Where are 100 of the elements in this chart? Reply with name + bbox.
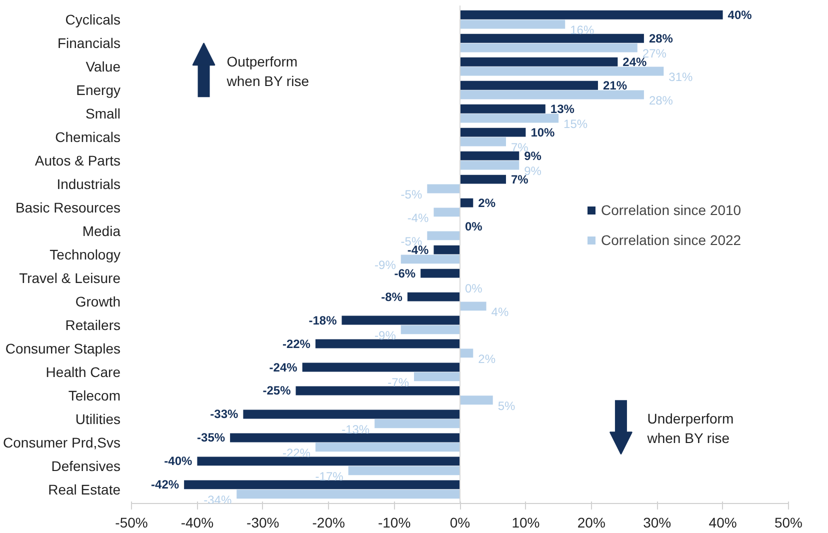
data-label: 0% <box>465 219 483 234</box>
y-tick-label: Chemicals <box>55 129 121 146</box>
bar <box>342 316 460 325</box>
y-tick-label: Industrials <box>56 176 121 192</box>
data-label: 13% <box>550 102 575 116</box>
y-tick-label: Energy <box>76 82 120 98</box>
data-label: -24% <box>269 360 298 374</box>
bar <box>348 466 460 476</box>
data-label: -33% <box>210 407 239 422</box>
data-label: -9% <box>374 328 396 343</box>
bar <box>230 433 460 442</box>
x-tick-label: -10% <box>378 514 411 530</box>
bar <box>460 396 493 405</box>
bar <box>460 348 474 358</box>
data-label: 16% <box>570 23 594 38</box>
data-label: 4% <box>491 305 509 320</box>
bar <box>460 43 638 52</box>
data-label: -8% <box>381 290 403 304</box>
bar <box>460 90 644 100</box>
y-tick-label: Growth <box>75 293 120 310</box>
x-tick-label: -50% <box>115 514 148 530</box>
y-tick-label: Health Care <box>46 364 121 380</box>
x-tick-label: 50% <box>774 514 803 530</box>
y-tick-label: Real Estate <box>48 481 121 498</box>
bar <box>434 208 460 217</box>
x-tick-label: -20% <box>312 514 345 530</box>
data-label: -18% <box>308 313 338 328</box>
data-label: 31% <box>668 70 694 84</box>
bar <box>460 114 559 123</box>
data-label: -17% <box>315 469 344 484</box>
x-tick-label: 40% <box>708 514 737 530</box>
data-label: -22% <box>282 336 311 351</box>
y-tick-label: Telecom <box>68 387 121 404</box>
bar <box>460 57 618 66</box>
bar <box>197 456 460 466</box>
bar <box>427 231 460 240</box>
y-tick-label: Cyclicals <box>65 12 121 28</box>
bar <box>407 292 460 302</box>
bar <box>434 245 460 254</box>
bar <box>315 442 460 452</box>
data-label: 15% <box>564 117 588 132</box>
data-label: 2% <box>478 196 496 210</box>
data-label: 2% <box>478 352 496 366</box>
data-label: 40% <box>728 8 752 22</box>
y-tick-label: Travel & Leisure <box>19 270 121 286</box>
y-tick-label: Retailers <box>65 316 121 333</box>
y-tick-label: Autos & Parts <box>34 152 120 169</box>
data-label: -4% <box>407 211 430 226</box>
bar <box>420 268 460 278</box>
bar <box>460 160 520 170</box>
bar <box>184 480 460 490</box>
y-tick-label: Financials <box>57 35 121 52</box>
x-tick-label: -30% <box>246 514 280 530</box>
annotation: Outperform when BY rise <box>226 54 310 89</box>
data-label: -40% <box>164 454 193 468</box>
data-label: -13% <box>342 422 370 437</box>
data-label: -9% <box>374 258 396 272</box>
y-tick-label: Defensives <box>51 458 121 474</box>
data-label: 28% <box>648 31 674 46</box>
bar <box>400 254 460 264</box>
bar <box>374 419 460 428</box>
data-label: -35% <box>197 430 226 445</box>
data-label: 7% <box>510 172 529 186</box>
bar <box>460 20 566 29</box>
y-tick-label: Media <box>82 223 121 240</box>
x-tick-label: 30% <box>643 514 672 530</box>
data-label: -6% <box>394 266 416 280</box>
bar <box>302 362 460 372</box>
bar <box>460 10 723 20</box>
data-label: -25% <box>262 384 292 398</box>
bar <box>460 137 506 146</box>
y-tick-label: Consumer Staples <box>5 340 121 356</box>
bar <box>460 151 520 160</box>
data-label: 10% <box>530 125 556 140</box>
bar <box>243 410 460 419</box>
bar <box>460 34 644 43</box>
y-tick-label: Small <box>85 106 121 122</box>
bar <box>460 66 664 76</box>
x-tick-label: 10% <box>512 514 540 530</box>
y-tick-label: Consumer Prd,Svs <box>3 434 120 450</box>
bar <box>460 302 486 311</box>
data-label: -5% <box>400 188 422 202</box>
data-label: 0% <box>465 282 483 296</box>
data-label: 5% <box>498 399 516 414</box>
data-label: -7% <box>388 376 410 390</box>
bar <box>427 184 460 194</box>
bar <box>236 490 460 499</box>
x-tick-label: -40% <box>180 514 214 530</box>
bar <box>460 174 506 184</box>
data-label: 28% <box>648 94 674 108</box>
data-label: -42% <box>151 478 180 492</box>
annotation: Underperform when BY rise <box>646 410 734 446</box>
x-tick-label: 20% <box>577 514 606 530</box>
data-label: -22% <box>282 446 311 460</box>
bar <box>414 372 460 382</box>
bar <box>296 386 460 396</box>
bar <box>400 325 460 334</box>
y-tick-label: Basic Resources <box>15 200 121 216</box>
legend-label: Correlation since 2022 <box>601 232 742 248</box>
bar <box>460 198 474 208</box>
